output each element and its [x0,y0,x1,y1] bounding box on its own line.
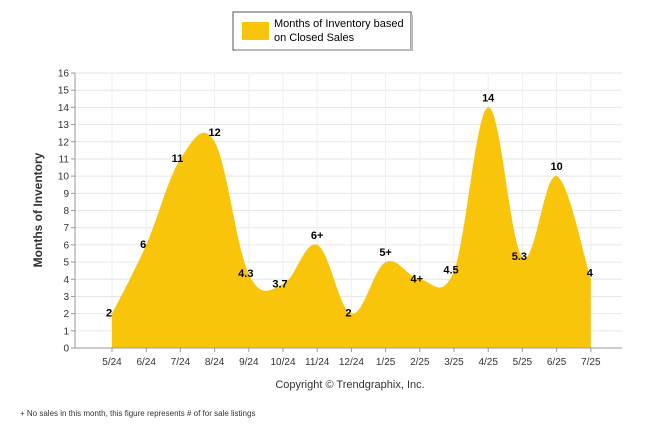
data-point [419,278,421,280]
data-point [179,158,181,160]
x-tick-label: 8/24 [205,357,225,368]
data-label: 11 [172,153,184,165]
data-point [316,244,318,246]
legend-line-1: Months of Inventory based [274,18,404,30]
legend-swatch [242,22,269,40]
copyright: Copyright © Trendgraphix, Inc. [275,379,424,391]
y-tick-label: 12 [58,137,70,148]
data-label: 6 [140,239,146,251]
x-tick-label: 9/24 [239,357,259,368]
data-point [453,270,455,272]
data-point [214,141,216,143]
x-tick-label: 5/25 [513,357,533,368]
data-point [385,261,387,263]
y-tick-label: 7 [63,223,69,234]
x-tick-label: 12/24 [339,357,364,368]
y-tick-label: 4 [63,275,69,286]
data-label: 4 [587,267,594,279]
data-label: 2 [106,308,112,320]
y-tick-label: 13 [58,120,70,131]
legend: Months of Inventory based on Closed Sale… [232,11,413,51]
x-tick-label: 5/24 [102,357,122,368]
y-tick-label: 15 [58,86,70,97]
legend-line-2: on Closed Sales [274,32,355,44]
x-tick-label: 6/25 [547,357,567,368]
y-tick-label: 14 [58,103,70,114]
data-point [282,283,284,285]
y-tick-label: 9 [63,189,69,200]
y-tick-label: 8 [63,206,69,217]
x-tick-label: 3/25 [444,357,464,368]
data-label: 6+ [311,230,324,242]
data-label: 10 [550,161,562,173]
data-point [350,313,352,315]
area-series [111,106,592,348]
x-tick-label: 11/24 [305,357,330,368]
x-tick-label: 7/24 [171,357,191,368]
y-tick-label: 5 [63,258,69,269]
data-labels: 2 6 11 12 4.3 3.7 6+ 2 5+ 4+ 4.5 14 5.3 10 4 [106,92,594,319]
data-point [145,244,147,246]
y-axis-label: Months of Inventory [31,152,45,267]
data-label: 4.3 [238,268,253,280]
y-tick-label: 10 [58,172,70,183]
y-tick-label: 1 [63,326,69,337]
data-point [111,313,113,315]
x-tick-label: 10/24 [270,357,295,368]
data-label: 3.7 [272,278,287,290]
y-tick-label: 11 [59,154,70,165]
data-point [521,256,523,258]
x-tick-label: 2/25 [410,357,430,368]
data-label: 4.5 [443,265,458,277]
y-tick-label: 2 [63,309,69,320]
data-label: 5.3 [512,251,527,263]
x-tick-label: 1/25 [376,357,396,368]
data-label: 5+ [379,247,392,259]
y-tick-label: 6 [63,240,69,251]
data-point [487,106,489,108]
x-tick-label: 7/25 [581,357,601,368]
data-point [556,175,558,177]
data-label: 4+ [411,273,424,285]
x-tick-label: 4/25 [478,357,498,368]
area-fill [112,107,591,348]
data-point [590,278,592,280]
data-label: 2 [345,308,351,320]
y-tick-label: 16 [58,69,70,80]
data-label: 14 [482,92,495,104]
y-tick-label: 0 [63,344,69,355]
data-point [248,273,250,275]
footnote: + No sales in this month, this figure re… [20,409,255,418]
x-tick-label: 6/24 [136,357,156,368]
y-tick-label: 3 [63,292,69,303]
data-label: 12 [208,127,220,139]
